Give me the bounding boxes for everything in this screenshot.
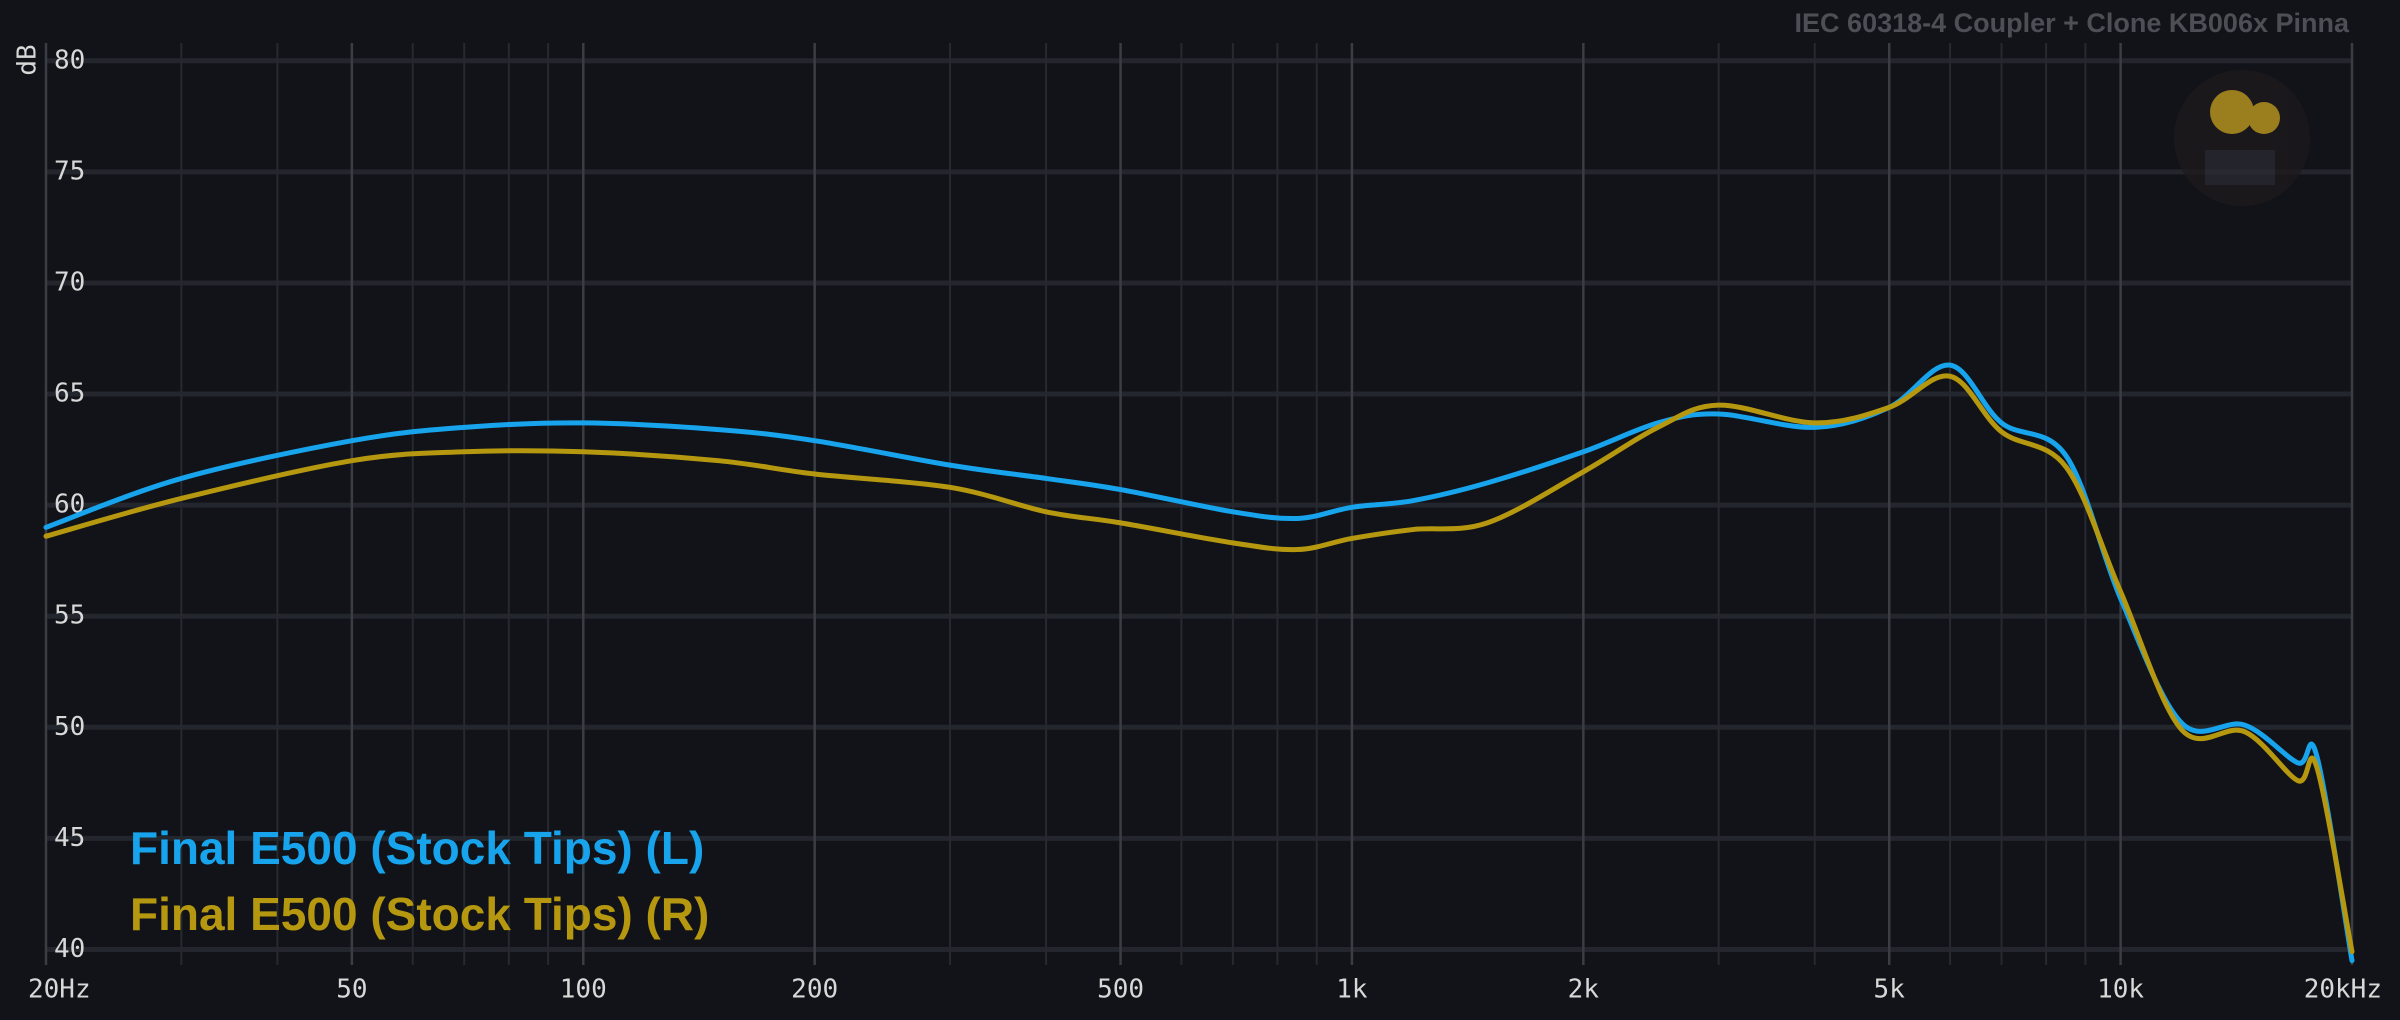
x-tick-label: 20kHz	[2304, 975, 2382, 1005]
legend-entry: Final E500 (Stock Tips) (R)	[130, 888, 709, 940]
y-tick-label: 65	[54, 379, 85, 409]
x-tick-label: 20Hz	[28, 975, 91, 1005]
y-tick-label: 40	[54, 934, 85, 964]
x-tick-label: 500	[1097, 975, 1144, 1005]
y-tick-label: 70	[54, 267, 85, 297]
x-tick-label: 50	[336, 975, 367, 1005]
x-tick-label: 2k	[1568, 975, 1600, 1005]
y-tick-label: 45	[54, 823, 85, 853]
y-tick-label: 75	[54, 156, 85, 186]
y-tick-label: 55	[54, 601, 85, 631]
legend-entry: Final E500 (Stock Tips) (L)	[130, 822, 704, 874]
x-tick-label: 1k	[1336, 975, 1368, 1005]
x-tick-label: 5k	[1874, 975, 1906, 1005]
x-tick-label: 200	[791, 975, 838, 1005]
grid	[44, 43, 2354, 965]
legend: Final E500 (Stock Tips) (L) Final E500 (S…	[130, 822, 709, 940]
x-tick-label: 100	[560, 975, 607, 1005]
y-tick-label: 80	[54, 45, 85, 75]
y-axis-label: dB	[13, 44, 43, 75]
series-line	[43, 373, 2355, 955]
x-tick-label: 10k	[2097, 975, 2144, 1005]
chart-title: IEC 60318-4 Coupler + Clone KB006x Pinna	[1795, 8, 2350, 38]
logo	[2174, 70, 2310, 206]
y-tick-label: 50	[54, 712, 85, 742]
